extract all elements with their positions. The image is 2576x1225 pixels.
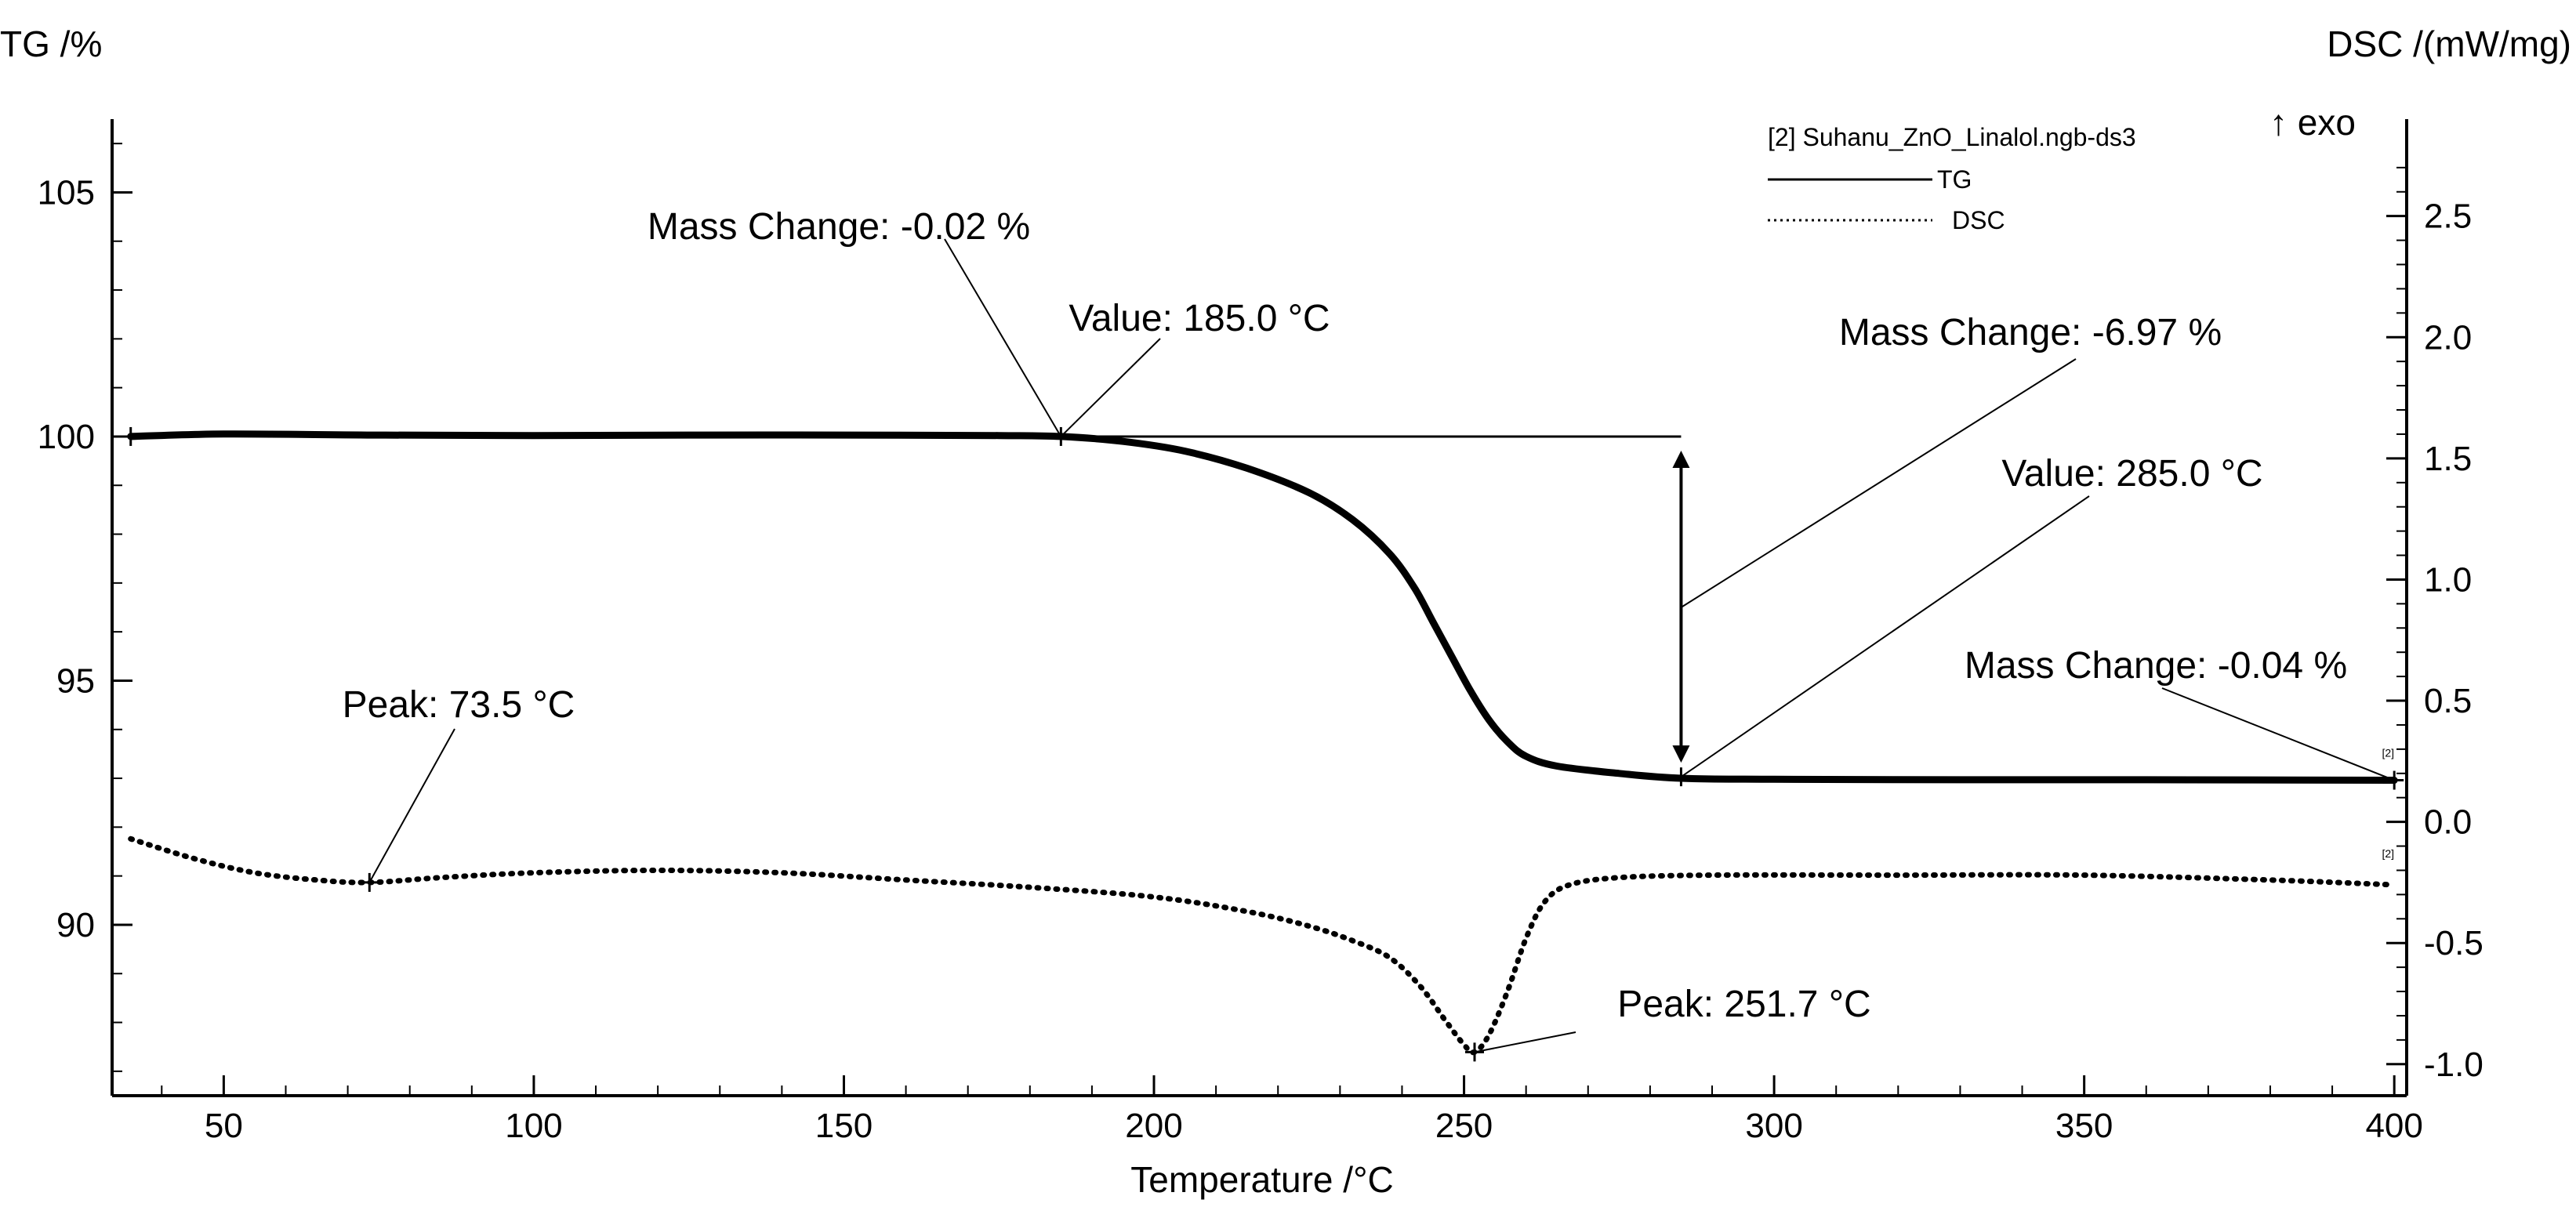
- annotation-label: Mass Change: -6.97 %: [1839, 312, 2222, 353]
- annotation-label: Mass Change: -0.04 %: [1965, 645, 2347, 687]
- y-left-axis-title: TG /%: [0, 24, 102, 64]
- y-right-tick-label: 2.0: [2424, 318, 2472, 357]
- y-right-tick-label: 1.0: [2424, 560, 2472, 599]
- x-tick-label: 100: [505, 1107, 562, 1145]
- annotation-label: Value: 185.0 °C: [1068, 298, 1330, 339]
- annotation-label: Mass Change: -0.02 %: [648, 206, 1030, 248]
- y-right-tick-label: 1.5: [2424, 440, 2472, 478]
- x-tick-label: 250: [1435, 1107, 1493, 1145]
- data-series: [127, 430, 2398, 1056]
- x-tick-label: 300: [1745, 1107, 1802, 1145]
- annotation-leader-line: [368, 728, 455, 883]
- legend-dsc-label: DSC: [1952, 206, 2005, 234]
- annotation-leader-line: [1474, 1031, 1576, 1053]
- y-right-tick-label: -0.5: [2424, 924, 2483, 962]
- axes: 50 100 150 200 250 300 350 400 90 95 100 105 -1.0 -0.…: [38, 119, 2483, 1145]
- y-right-tick-label: -1.0: [2424, 1046, 2483, 1084]
- legend-tg-label: TG: [1937, 165, 1972, 194]
- tg-curve-tag: [2]: [2382, 747, 2394, 759]
- y-right-tick-label: 2.5: [2424, 198, 2472, 236]
- annotation-leader-line: [1680, 495, 2090, 778]
- exo-direction-label: ↑ exo: [2269, 102, 2356, 143]
- annotation-leader-line: [1060, 338, 1161, 437]
- annotation-label: Peak: 73.5 °C: [343, 684, 575, 726]
- dsc-curve-tag: [2]: [2382, 847, 2394, 860]
- mass-step-arrow-head-top: [1672, 450, 1690, 468]
- mass-step-arrow-head-bottom: [1672, 745, 1690, 763]
- y-left-tick-label: 90: [56, 906, 95, 944]
- annotation-label: Value: 285.0 °C: [2001, 453, 2262, 495]
- legend: [2] Suhanu_ZnO_Linalol.ngb-ds3 TG DSC: [1768, 123, 2136, 234]
- y-left-tick-label: 105: [38, 173, 95, 212]
- dsc-curve: [128, 835, 2397, 1056]
- x-tick-label: 50: [205, 1107, 243, 1145]
- y-right-axis-title: DSC /(mW/mg): [2327, 24, 2571, 64]
- y-left-tick-label: 100: [38, 418, 95, 456]
- annotations: Mass Change: -0.02 % Value: 185.0 °C Mass …: [121, 206, 2404, 1062]
- x-tick-label: 150: [815, 1107, 873, 1145]
- x-tick-label: 400: [2365, 1107, 2422, 1145]
- y-left-tick-label: 95: [56, 661, 95, 700]
- annotation-leader-line: [944, 238, 1062, 437]
- x-tick-label: 200: [1125, 1107, 1182, 1145]
- annotation-leader-line: [2161, 687, 2395, 781]
- tg-curve: [127, 430, 2398, 784]
- x-axis-title: Temperature /°C: [1130, 1159, 1393, 1200]
- y-right-tick-label: 0.5: [2424, 682, 2472, 720]
- annotation-leader-line: [1680, 358, 2077, 608]
- y-right-tick-label: 0.0: [2424, 803, 2472, 842]
- legend-file-name: [2] Suhanu_ZnO_Linalol.ngb-ds3: [1768, 123, 2136, 151]
- x-tick-label: 350: [2055, 1107, 2113, 1145]
- annotation-label: Peak: 251.7 °C: [1617, 984, 1870, 1025]
